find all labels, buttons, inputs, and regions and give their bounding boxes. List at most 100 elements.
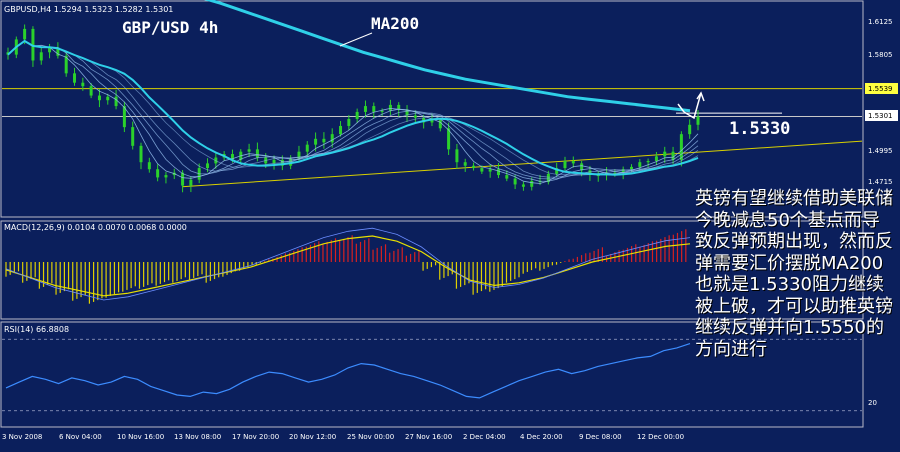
candle-body xyxy=(106,96,110,101)
candle-body xyxy=(272,159,276,164)
rsi-level-label: 20 xyxy=(868,399,877,407)
ma-fan-line xyxy=(7,40,699,176)
candle-body xyxy=(480,168,484,172)
candle-body xyxy=(696,116,700,125)
candle-body xyxy=(555,168,559,174)
macd-signal-line xyxy=(5,235,691,297)
candle-body xyxy=(397,104,401,110)
x-tick: 27 Nov 16:00 xyxy=(405,433,452,441)
price-layer xyxy=(2,0,863,193)
candle-body xyxy=(247,149,251,152)
candle-body xyxy=(388,104,392,111)
candle-body xyxy=(438,120,442,129)
candle-body xyxy=(314,138,318,145)
candle-body xyxy=(654,156,658,162)
candle-body xyxy=(621,169,625,173)
candle-body xyxy=(430,120,434,123)
price-tick: 1.6125 xyxy=(868,18,893,26)
candle-body xyxy=(181,172,185,186)
ma-fan-line xyxy=(7,40,699,184)
candle-body xyxy=(488,169,492,172)
candle-body xyxy=(255,149,259,158)
price-marker-2 xyxy=(865,110,898,121)
chart-title: GBP/USD 4h xyxy=(122,18,218,37)
arrow-tail-icon xyxy=(677,103,685,113)
candle-body xyxy=(613,172,617,174)
price-tick: 1.5805 xyxy=(868,51,893,59)
candle-body xyxy=(521,184,525,187)
price-marker-1 xyxy=(865,83,898,94)
candle-body xyxy=(447,128,451,150)
candle-body xyxy=(297,151,301,159)
candle-body xyxy=(122,106,126,128)
ma200-label-pointer xyxy=(339,32,373,47)
candle-body xyxy=(73,73,77,83)
candle-body xyxy=(97,95,101,101)
ma-fan-line xyxy=(7,40,699,180)
candle-body xyxy=(413,115,417,118)
candle-body xyxy=(81,82,85,87)
ma-fan-line xyxy=(7,40,699,178)
breakout-arrow-icon xyxy=(683,92,702,120)
candle-body xyxy=(679,134,683,160)
candle-body xyxy=(563,161,567,169)
x-tick: 13 Nov 08:00 xyxy=(174,433,221,441)
candle-body xyxy=(671,151,675,160)
ma-slow-line xyxy=(7,39,699,176)
candle-body xyxy=(139,145,143,163)
resistance-level-label: 1.5330 xyxy=(729,119,790,139)
rsi-line xyxy=(5,343,691,399)
macd-header: MACD(12,26,9) 0.0104 0.0070 0.0068 0.000… xyxy=(4,223,187,232)
macd-panel-frame xyxy=(0,220,864,320)
ma200-line xyxy=(203,0,691,113)
candle-body xyxy=(455,149,459,163)
candle-body xyxy=(230,154,234,160)
macd-main-line xyxy=(5,227,691,301)
candle-body xyxy=(189,179,193,186)
candle-body xyxy=(339,125,343,135)
price-panel-frame xyxy=(0,0,864,218)
candle-body xyxy=(663,151,667,157)
candle-body xyxy=(463,162,467,166)
candle-body xyxy=(114,96,118,107)
candle-body xyxy=(156,169,160,178)
candle-body xyxy=(363,106,367,112)
candle-body xyxy=(355,111,359,119)
ma-fan-line xyxy=(7,40,699,182)
candle-body xyxy=(530,180,534,187)
rsi-layer xyxy=(2,338,862,412)
candle-body xyxy=(505,175,509,179)
candle-body xyxy=(588,170,592,176)
candle-body xyxy=(147,162,151,170)
candle-body xyxy=(56,47,60,56)
candle-body xyxy=(31,28,35,61)
candle-body xyxy=(496,169,500,176)
x-tick: 9 Dec 08:00 xyxy=(579,433,622,441)
price-tick: 1.4715 xyxy=(868,178,893,186)
x-tick: 17 Nov 20:00 xyxy=(232,433,279,441)
price-tick: 1.4995 xyxy=(868,147,893,155)
price-marker-label: 1.5539 xyxy=(868,85,893,93)
candle-body xyxy=(23,28,27,40)
ma200-label: MA200 xyxy=(371,14,419,33)
candle-body xyxy=(305,144,309,152)
candle-body xyxy=(372,106,376,112)
candle-body xyxy=(688,124,692,135)
candle-body xyxy=(48,47,52,53)
candle-body xyxy=(405,109,409,116)
candle-body xyxy=(513,178,517,185)
x-tick: 4 Dec 20:00 xyxy=(520,433,563,441)
rsi-panel-frame xyxy=(0,321,864,428)
candle-body xyxy=(89,86,93,96)
candle-body xyxy=(330,134,334,143)
candle-body xyxy=(629,166,633,170)
x-tick: 10 Nov 16:00 xyxy=(117,433,164,441)
candle-body xyxy=(596,175,600,177)
candle-body xyxy=(380,110,384,112)
candle-body xyxy=(580,163,584,171)
trend-line xyxy=(181,140,863,188)
candle-body xyxy=(546,173,550,183)
candle-body xyxy=(164,175,168,178)
